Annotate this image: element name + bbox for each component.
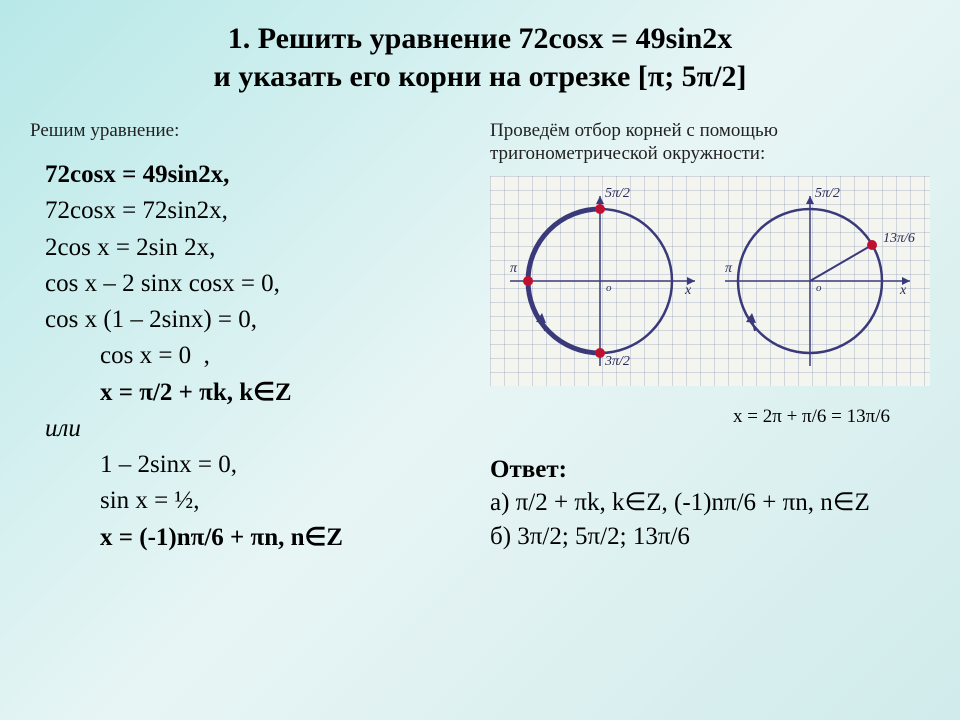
- equation-6: cos x = 0 ,: [30, 338, 460, 374]
- equation-4: cos x – 2 sinx cosx = 0,: [30, 266, 460, 302]
- label-left-o: o: [606, 282, 612, 294]
- right-circle-group: [725, 196, 910, 366]
- title-line-1: 1. Решить уравнение 72cosx = 49sin2x: [30, 20, 930, 58]
- circles-svg: [490, 176, 930, 386]
- solution-column: Решим уравнение: 72cosx = 49sin2x, 72cos…: [30, 120, 460, 556]
- label-left-x: x: [685, 283, 691, 299]
- equation-2: 72cosx = 72sin2x,: [30, 193, 460, 229]
- equation-7: x = π/2 + πk, k∈Z: [30, 375, 460, 411]
- selection-label: Проведём отбор корней с помощью тригоном…: [490, 120, 930, 166]
- equation-3: 2cos x = 2sin 2x,: [30, 230, 460, 266]
- content-columns: Решим уравнение: 72cosx = 49sin2x, 72cos…: [30, 120, 930, 556]
- label-left-ytop: 5π/2: [605, 186, 630, 202]
- label-right-val: 13π/6: [883, 231, 915, 247]
- equation-8: 1 – 2sinx = 0,: [30, 447, 460, 483]
- problem-title: 1. Решить уравнение 72cosx = 49sin2x и у…: [30, 20, 930, 95]
- answer-b: б) 3π/2; 5π/2; 13π/6: [490, 520, 930, 554]
- calculation-line: x = 2π + π/6 = 13π/6: [490, 406, 930, 428]
- title-line-2: и указать его корни на отрезке [π; 5π/2]: [30, 58, 930, 96]
- label-right-ytop: 5π/2: [815, 186, 840, 202]
- equation-1: 72cosx = 49sin2x,: [30, 157, 460, 193]
- answer-a: а) π/2 + πk, k∈Z, (-1)nπ/6 + πn, n∈Z: [490, 486, 930, 520]
- label-left-pi: π: [510, 261, 517, 277]
- label-right-x: x: [900, 283, 906, 299]
- label-right-pi: π: [725, 261, 732, 277]
- label-left-bottom: 3π/2: [605, 354, 630, 370]
- left-circle-group: [510, 196, 695, 366]
- solution-label: Решим уравнение:: [30, 120, 460, 142]
- equation-or: или: [30, 411, 460, 447]
- selection-column: Проведём отбор корней с помощью тригоном…: [490, 120, 930, 556]
- unit-circles-diagram: 5π/2 π x o 3π/2 5π/2 π x o 13π/6: [490, 176, 930, 386]
- equation-10: x = (-1)nπ/6 + πn, n∈Z: [30, 520, 460, 556]
- equation-9: sin x = ½,: [30, 483, 460, 519]
- label-right-o: o: [816, 282, 822, 294]
- answer-title: Ответ:: [490, 453, 930, 487]
- answer-block: Ответ: а) π/2 + πk, k∈Z, (-1)nπ/6 + πn, …: [490, 453, 930, 554]
- equation-5: cos x (1 – 2sinx) = 0,: [30, 302, 460, 338]
